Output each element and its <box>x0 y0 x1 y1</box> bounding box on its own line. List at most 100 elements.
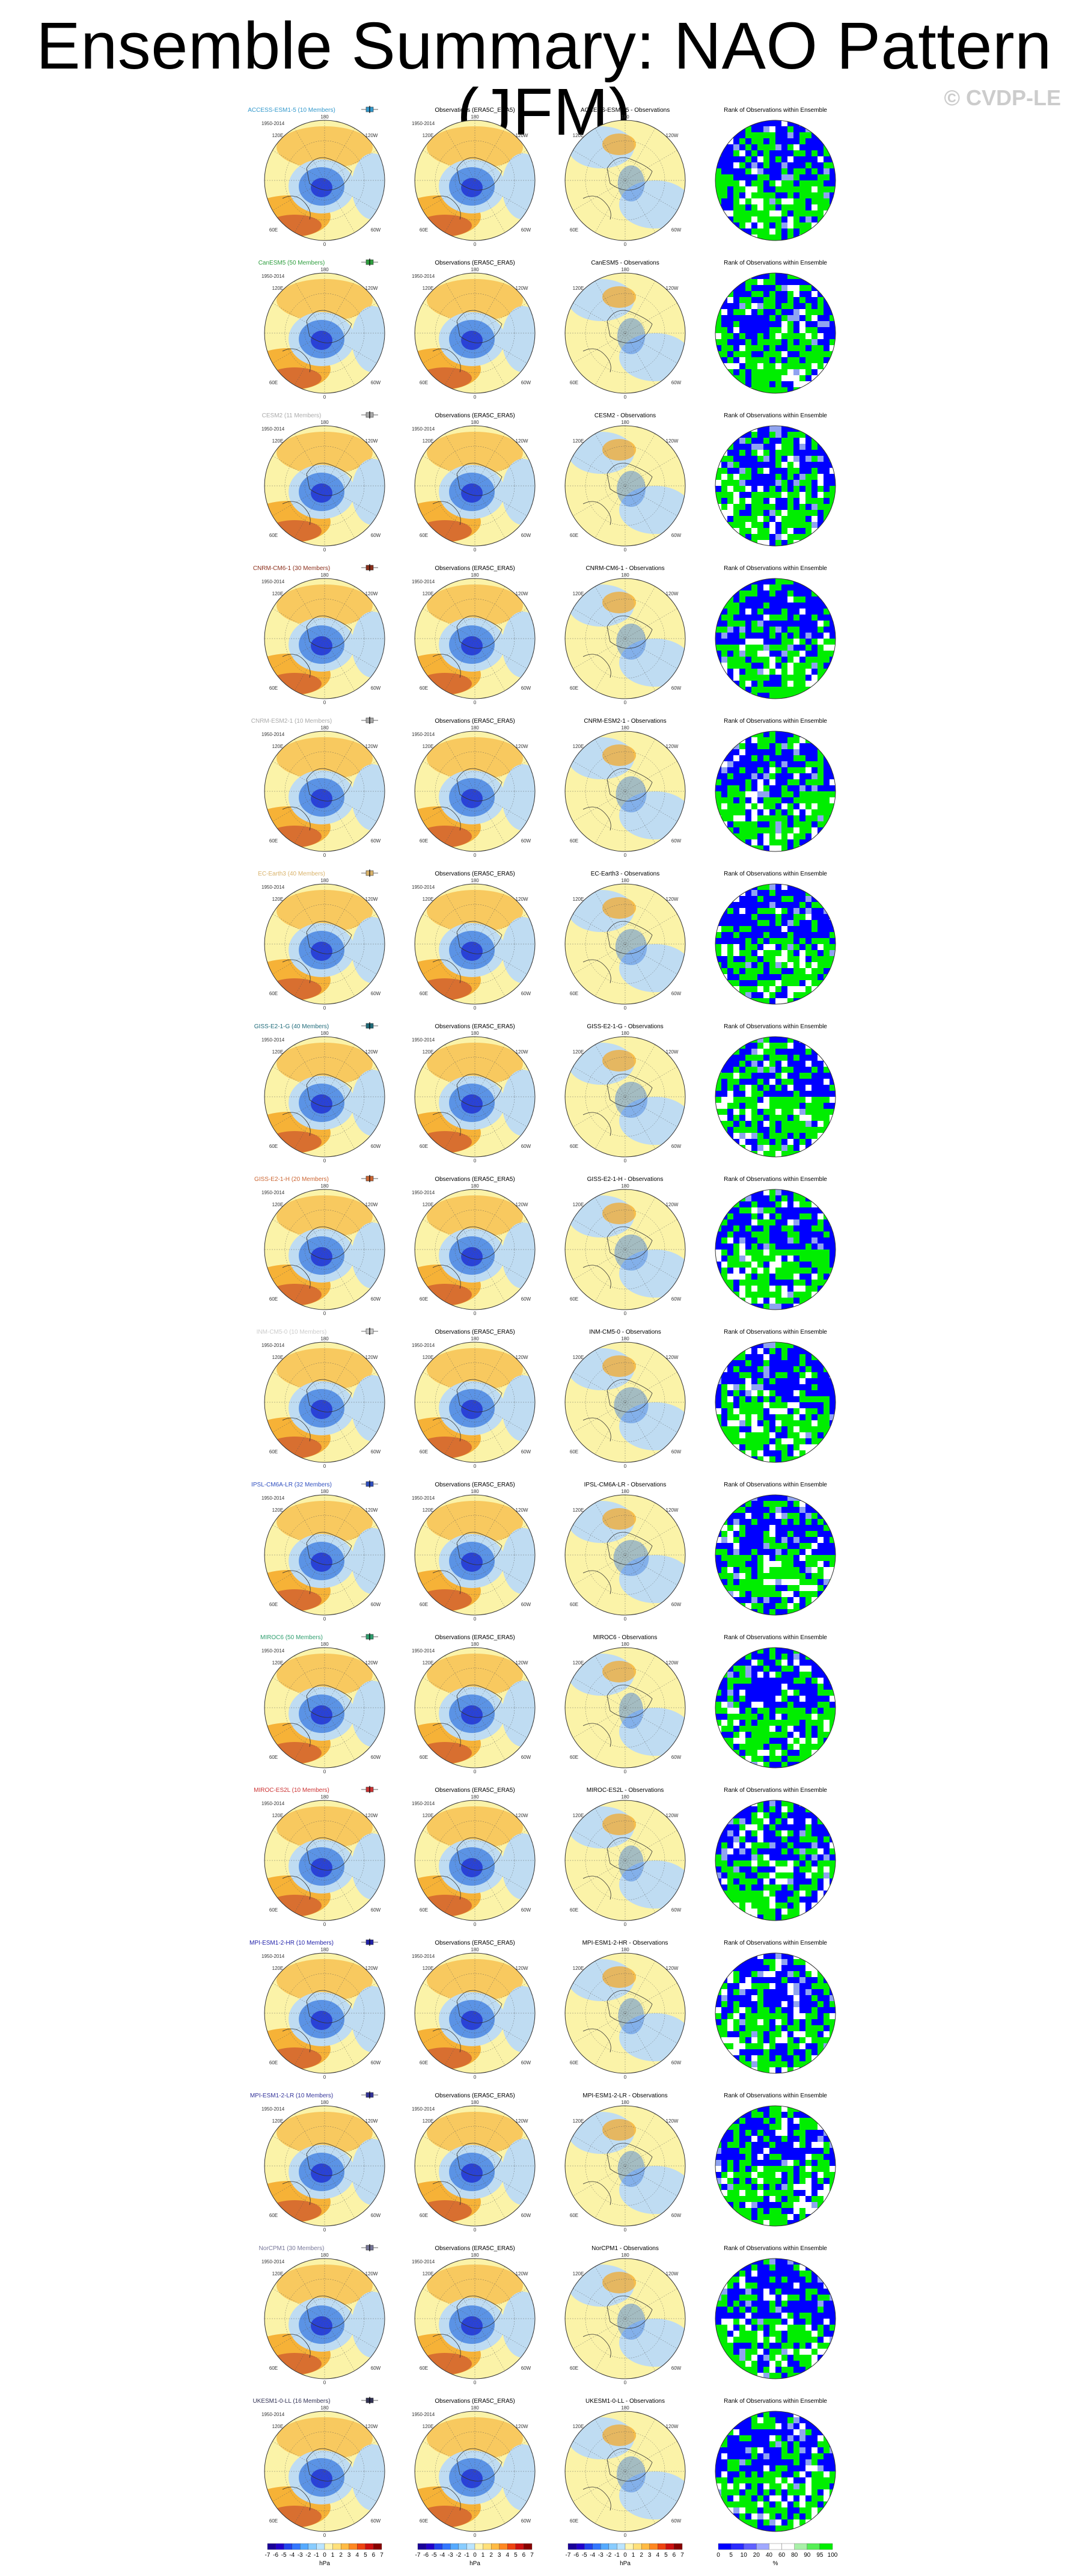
map-longitude-label: 60W <box>671 2366 682 2371</box>
ensemble-boxplot <box>361 1175 378 1182</box>
years-label: 1950-2014 <box>261 1954 285 1959</box>
map-panel-r14-c4: Rank of Observations within Ensemble <box>715 2093 836 2227</box>
panel-title: NorCPM1 - Observations <box>591 2245 659 2252</box>
map-longitude-label: 60E <box>269 838 278 844</box>
map-longitude-label: 0 <box>323 394 326 400</box>
years-label: 1950-2014 <box>261 1037 285 1043</box>
colorbar-tick: 4 <box>656 2552 660 2559</box>
map-panel-r4-c1: CNRM-CM6-1 (30 Members) 120E 180 120W 60W 0 60… <box>253 564 385 705</box>
panel-title: GISS-E2-1-G - Observations <box>587 1023 663 1030</box>
map-panel-r5-c1: CNRM-ESM2-1 (10 Members) 120E 180 120W 60W 0 6… <box>251 717 385 858</box>
map-longitude-label: 60W <box>371 227 381 233</box>
panel-title: MPI-ESM1-2-LR (10 Members) <box>250 2093 333 2099</box>
panel-title: Rank of Observations within Ensemble <box>724 1634 827 1641</box>
map-longitude-label: 60W <box>671 2213 682 2218</box>
map-longitude-label: 120W <box>365 286 378 291</box>
map-longitude-label: 60E <box>570 1144 578 1149</box>
colorbar-tick: -3 <box>448 2552 453 2559</box>
map-longitude-label: 180 <box>320 2100 329 2105</box>
map-longitude-label: 120E <box>573 1813 584 1818</box>
map-longitude-label: 120W <box>666 133 679 138</box>
map-longitude-label: 120E <box>272 744 284 749</box>
map-longitude-label: 120E <box>573 1507 584 1513</box>
years-label: 1950-2014 <box>412 1037 435 1043</box>
panel-title: Observations (ERA5C_ERA5) <box>435 1940 515 1946</box>
map-longitude-label: 60E <box>570 227 578 233</box>
map-longitude-label: 120E <box>423 1813 434 1818</box>
map-longitude-label: 180 <box>320 725 329 731</box>
map-longitude-label: 120E <box>272 1049 284 1055</box>
map-longitude-label: 0 <box>474 547 477 553</box>
map-panel-r7-c1: GISS-E2-1-G (40 Members) 120E 180 120W 60W 0 6… <box>254 1022 385 1164</box>
panel-title: CNRM-ESM2-1 - Observations <box>584 718 666 725</box>
years-label: 1950-2014 <box>261 2412 285 2417</box>
map-longitude-label: 120W <box>365 2271 378 2277</box>
panel-title: Observations (ERA5C_ERA5) <box>435 1482 515 1488</box>
panel-title: Observations (ERA5C_ERA5) <box>435 2245 515 2252</box>
map-longitude-label: 120E <box>272 1355 284 1360</box>
map-longitude-label: 0 <box>474 1616 477 1622</box>
map-panel-r16-c3: UKESM1-0-LL - Observations 120E 180 120W 60W… <box>564 2398 686 2538</box>
map-longitude-label: 60W <box>671 838 682 844</box>
map-longitude-label: 180 <box>471 1183 479 1189</box>
map-panel-r11-c2: Observations (ERA5C_ERA5) 120E 180 120W 60W 0… <box>412 1634 536 1774</box>
map-longitude-label: 180 <box>320 420 329 425</box>
years-label: 1950-2014 <box>412 1190 435 1195</box>
page-title: Ensemble Summary: NAO Pattern (JFM) <box>36 9 1052 149</box>
years-label: 1950-2014 <box>261 121 285 126</box>
panel-title: Observations (ERA5C_ERA5) <box>435 1176 515 1183</box>
watermark: © CVDP-LE <box>944 85 1061 110</box>
years-label: 1950-2014 <box>412 426 435 432</box>
map-longitude-label: 180 <box>471 1489 479 1494</box>
panel-title: Observations (ERA5C_ERA5) <box>435 2398 515 2405</box>
years-label: 1950-2014 <box>261 579 285 584</box>
ensemble-boxplot <box>361 1328 378 1335</box>
colorbar-tick: -1 <box>314 2552 319 2559</box>
map-panel-r5-c4: Rank of Observations within Ensemble <box>715 718 836 852</box>
map-panel-r11-c1: MIROC6 (50 Members) 120E 180 120W 60W 0 60E 195… <box>260 1633 385 1774</box>
map-longitude-label: 120W <box>516 1202 528 1207</box>
map-longitude-label: 120W <box>365 591 378 596</box>
years-label: 1950-2014 <box>261 2259 285 2265</box>
map-longitude-label: 120E <box>573 286 584 291</box>
panel-title: Rank of Observations within Ensemble <box>724 1787 827 1794</box>
map-longitude-label: 60W <box>371 533 381 538</box>
map-longitude-label: 60E <box>420 1449 428 1455</box>
panel-title: MIROC-ES2L (10 Members) <box>254 1787 329 1794</box>
map-panel-r10-c2: Observations (ERA5C_ERA5) 120E 180 120W 60W 0… <box>412 1482 536 1622</box>
map-longitude-label: 60E <box>420 1602 428 1607</box>
map-longitude-label: 0 <box>323 1464 326 1469</box>
map-longitude-label: 120W <box>666 1660 679 1666</box>
colorbar-tick: -2 <box>606 2552 611 2559</box>
map-longitude-label: 60W <box>371 1602 381 1607</box>
map-panel-r5-c3: CNRM-ESM2-1 - Observations 120E 180 120W 60W… <box>564 718 686 858</box>
colorbar-tick: 7 <box>680 2552 684 2559</box>
map-panel-r13-c3: MPI-ESM1-2-HR - Observations 120E 180 120W 6… <box>564 1940 686 2080</box>
map-longitude-label: 60W <box>671 380 682 385</box>
map-longitude-label: 0 <box>323 2075 326 2080</box>
map-longitude-label: 60W <box>521 227 531 233</box>
panel-title: GISS-E2-1-H - Observations <box>587 1176 664 1183</box>
map-longitude-label: 0 <box>624 1158 627 1164</box>
map-longitude-label: 60E <box>269 533 278 538</box>
years-label: 1950-2014 <box>412 579 435 584</box>
map-longitude-label: 120W <box>666 591 679 596</box>
map-longitude-label: 60W <box>671 685 682 691</box>
years-label: 1950-2014 <box>261 732 285 737</box>
map-longitude-label: 0 <box>323 700 326 705</box>
map-longitude-label: 180 <box>320 878 329 883</box>
map-longitude-label: 180 <box>320 1642 329 1647</box>
map-longitude-label: 60E <box>269 1602 278 1607</box>
colorbar-tick: -6 <box>573 2552 579 2559</box>
map-panel-r6-c4: Rank of Observations within Ensemble <box>715 871 836 1005</box>
map-panel-r2-c1: CanESM5 (50 Members) 120E 180 120W 60W 0 60E 19… <box>258 259 385 400</box>
colorbar-tick: 3 <box>347 2552 351 2559</box>
years-label: 1950-2014 <box>412 2412 435 2417</box>
map-longitude-label: 120W <box>666 1813 679 1818</box>
map-panel-r2-c2: Observations (ERA5C_ERA5) 120E 180 120W 60W 0… <box>412 260 536 400</box>
map-longitude-label: 60W <box>371 2518 381 2524</box>
map-panel-r16-c4: Rank of Observations within Ensemble <box>715 2398 836 2532</box>
map-longitude-label: 0 <box>323 1616 326 1622</box>
ensemble-boxplot <box>361 106 378 113</box>
map-longitude-label: 120W <box>365 2118 378 2124</box>
